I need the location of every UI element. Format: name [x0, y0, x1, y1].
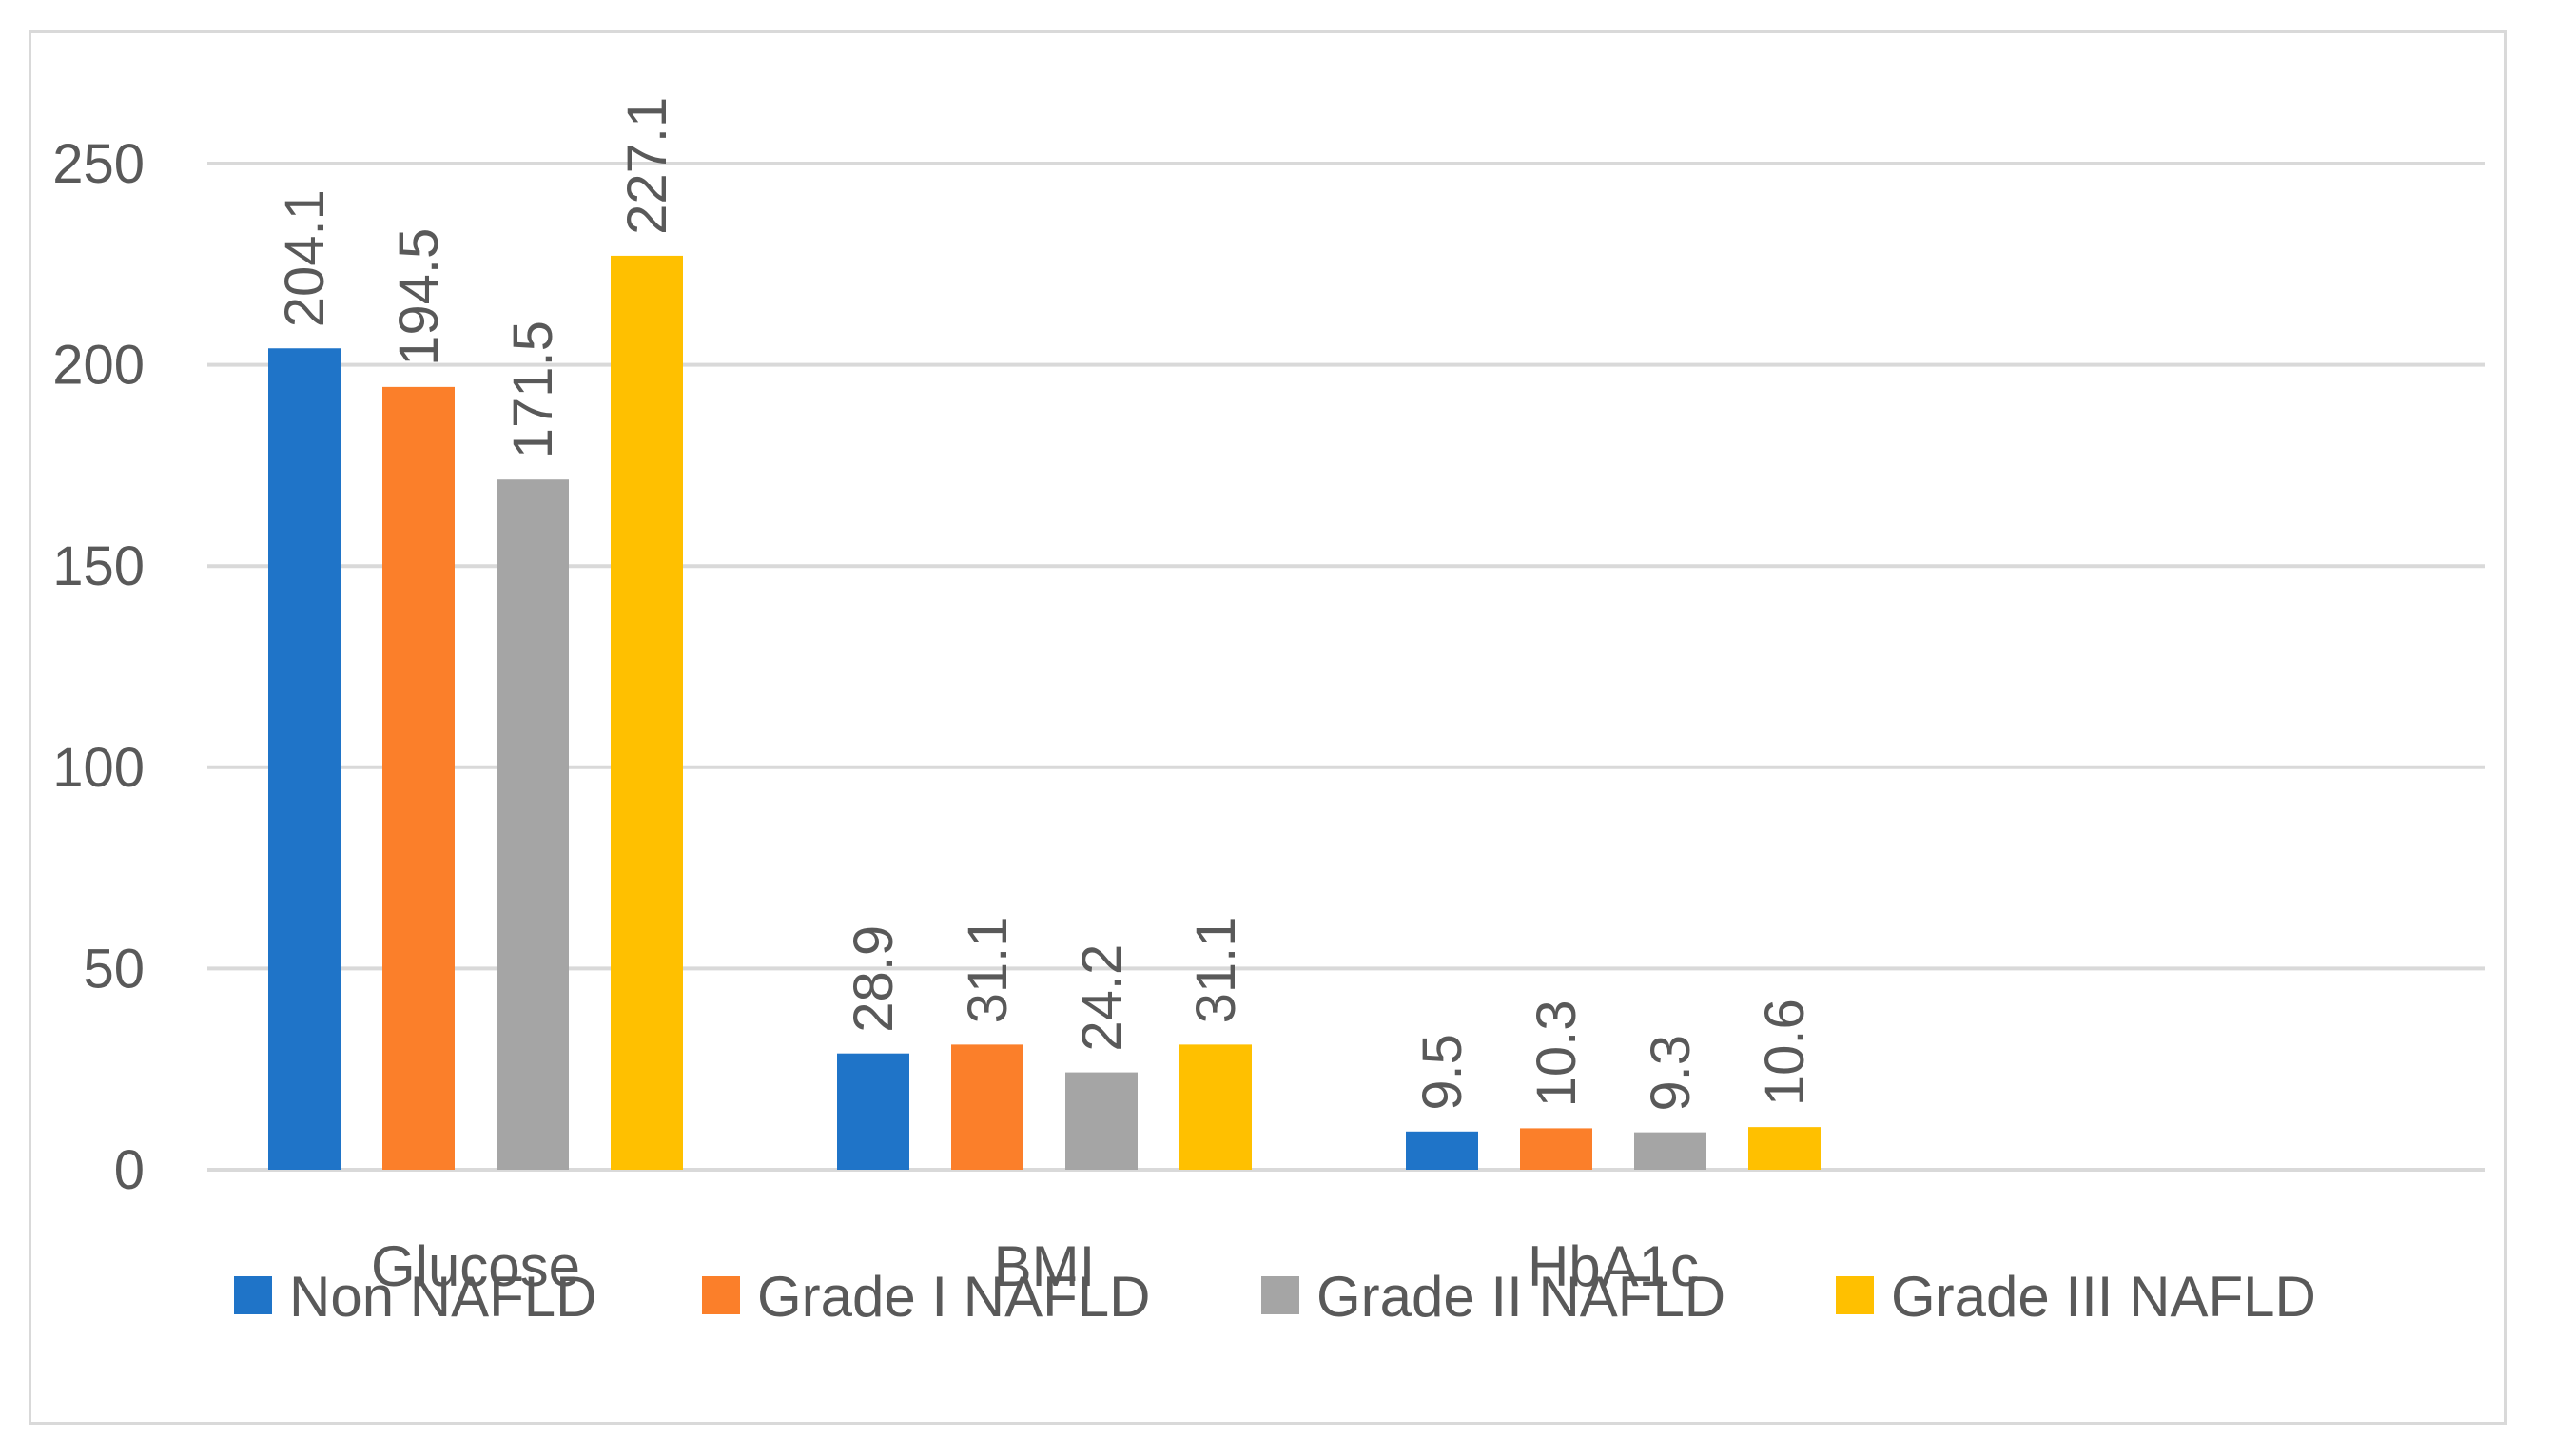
y-tick-label-100: 100	[52, 737, 145, 799]
legend-label-3: Grade II NAFLD	[1316, 1265, 1725, 1329]
bar-glucose-4	[611, 255, 683, 1170]
data-label-bmi-4: 31.1	[1185, 916, 1247, 1023]
legend-swatch-1	[234, 1276, 272, 1314]
gridlines	[207, 162, 2485, 1172]
x-category-hba1c: HbA1c	[1528, 1234, 1699, 1298]
data-label-hba1c-3: 9.3	[1640, 1035, 1702, 1112]
data-label-hba1c-1: 9.5	[1412, 1034, 1473, 1111]
bar-bmi-2	[951, 1044, 1023, 1170]
data-label-glucose-2: 194.5	[388, 228, 450, 366]
data-labels: 204.1 194.5 171.5 227.1 28.9 31.1 24.2 31.1 9.5 1…	[274, 97, 1816, 1112]
y-axis-ticks: 0 50 100 150 200 250	[52, 133, 145, 1201]
legend-label-2: Grade I NAFLD	[757, 1265, 1150, 1329]
x-category-bmi: BMI	[994, 1234, 1096, 1298]
legend-label-1: Non NAFLD	[289, 1265, 596, 1329]
bar-hba1c-2	[1520, 1128, 1592, 1170]
y-tick-label-250: 250	[52, 133, 145, 195]
x-category-glucose: Glucose	[371, 1234, 580, 1298]
data-label-glucose-4: 227.1	[616, 97, 678, 235]
bar-hba1c-1	[1406, 1131, 1478, 1170]
data-label-bmi-1: 28.9	[843, 925, 905, 1033]
data-label-hba1c-2: 10.3	[1526, 1000, 1588, 1108]
bar-glucose-1	[268, 348, 341, 1171]
data-label-bmi-3: 24.2	[1071, 944, 1133, 1052]
legend: Non NAFLD Grade I NAFLD Grade II NAFLD Grad…	[234, 1265, 2316, 1329]
legend-swatch-2	[702, 1276, 740, 1314]
legend-label-4: Grade III NAFLD	[1891, 1265, 2316, 1329]
y-tick-label-200: 200	[52, 335, 145, 397]
bar-hba1c-3	[1634, 1132, 1706, 1170]
x-axis-categories: Glucose BMI HbA1c	[371, 1234, 1699, 1298]
legend-swatch-4	[1836, 1276, 1874, 1314]
y-tick-label-0: 0	[114, 1139, 145, 1201]
bar-bmi-3	[1065, 1072, 1138, 1170]
data-label-glucose-3: 171.5	[502, 320, 564, 458]
data-label-hba1c-4: 10.6	[1754, 999, 1816, 1106]
y-tick-label-50: 50	[83, 938, 145, 1000]
bars	[268, 255, 1821, 1171]
y-tick-label-150: 150	[52, 535, 145, 597]
data-label-bmi-2: 31.1	[957, 916, 1019, 1023]
legend-swatch-3	[1261, 1276, 1299, 1314]
bar-bmi-1	[837, 1053, 909, 1170]
bar-glucose-3	[497, 479, 569, 1170]
bar-hba1c-4	[1748, 1127, 1821, 1170]
data-label-glucose-1: 204.1	[274, 189, 336, 327]
bar-glucose-2	[382, 386, 455, 1171]
bar-bmi-4	[1179, 1044, 1252, 1170]
